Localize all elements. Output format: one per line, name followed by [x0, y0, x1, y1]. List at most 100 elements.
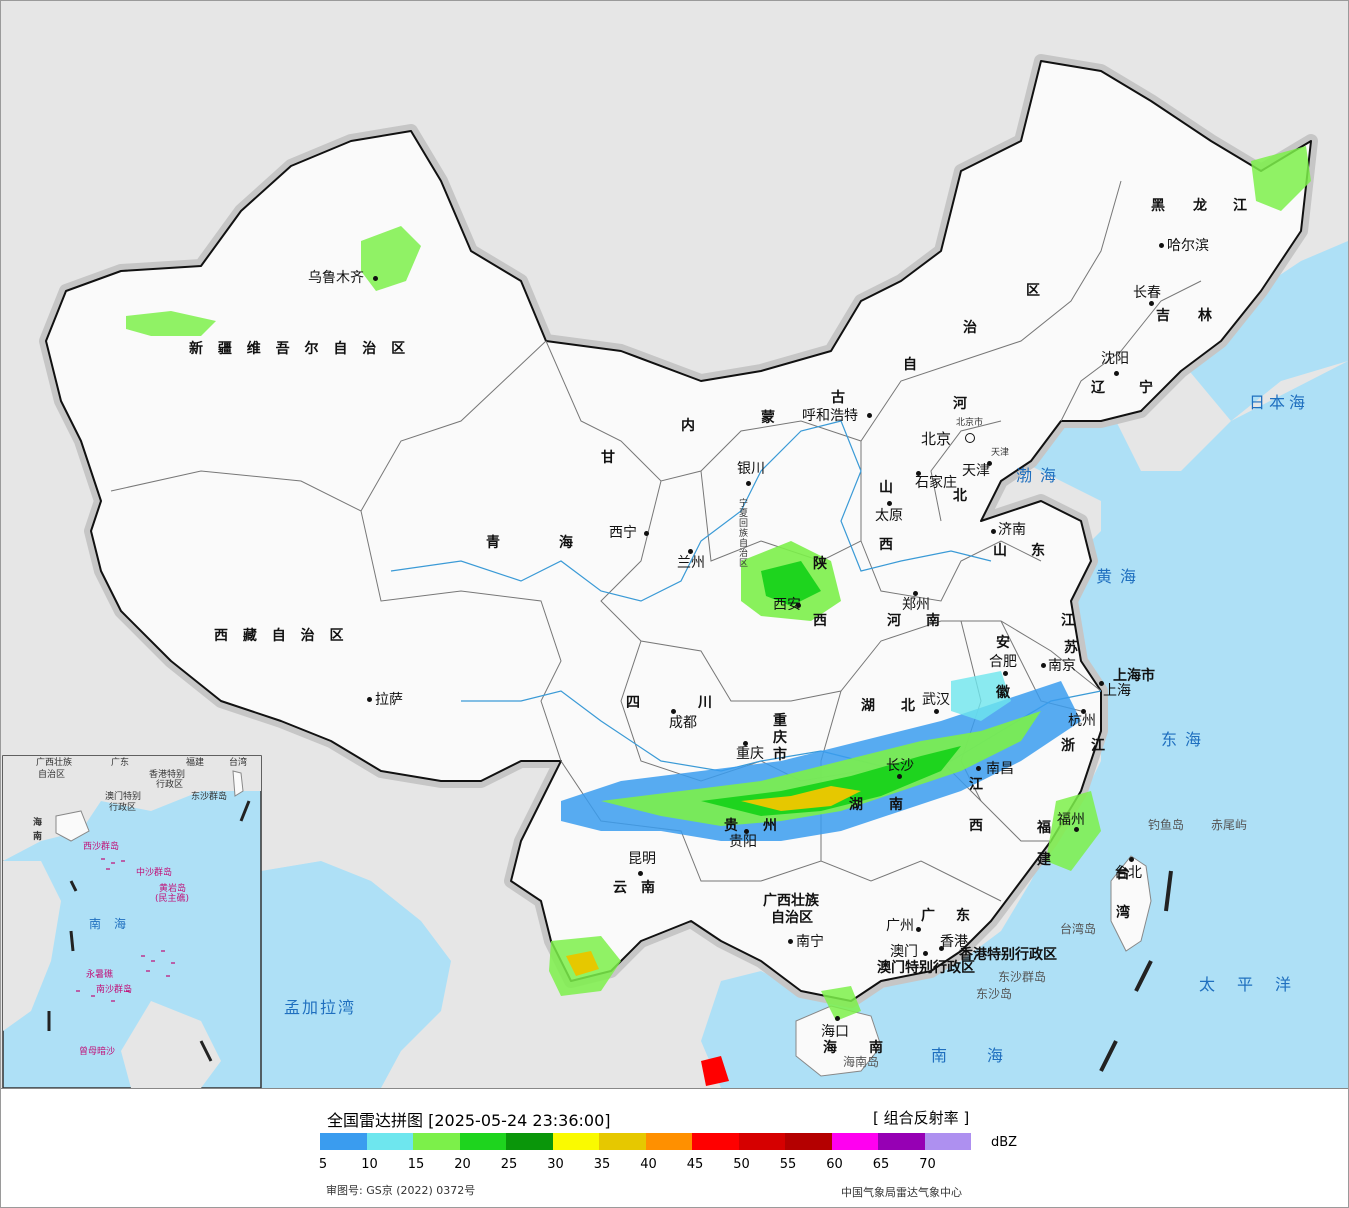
region-heilongjiang-b: 龙: [1193, 198, 1212, 214]
region-heilongjiang-c: 江: [1233, 198, 1252, 214]
region-neimeng-a: 内: [681, 418, 700, 434]
city-dot: [796, 603, 801, 608]
city-dot: [367, 697, 372, 702]
scale-tick-label: 25: [500, 1157, 518, 1172]
city-shanghai: 上海: [1103, 683, 1131, 699]
sea-huanghai: 黄海: [1096, 567, 1145, 586]
scale-swatch-13: [924, 1133, 971, 1150]
region-chongqing: 重庆市: [773, 713, 787, 763]
city-guangzhou: 广州: [886, 918, 914, 934]
city-taibei: 台北: [1114, 865, 1142, 881]
city-dot: [916, 927, 921, 932]
city-dot: [913, 591, 918, 596]
region-jilin-b: 林: [1198, 308, 1217, 324]
city-guiyang: 贵阳: [729, 834, 757, 850]
region-neimeng-e: 治: [963, 320, 982, 336]
inset-xisha: 西沙群岛: [83, 842, 120, 852]
inset-dongsha: 东沙群岛: [191, 792, 228, 802]
city-dot: [1149, 301, 1154, 306]
city-dot: [1129, 857, 1134, 862]
city-dot: [939, 946, 944, 951]
scale-tick-label: 20: [454, 1157, 471, 1172]
city-hangzhou: 杭州: [1068, 713, 1096, 729]
sea-bohai: 渤海: [1016, 466, 1065, 485]
scale-tick-label: 15: [407, 1157, 425, 1172]
region-hongkong: 香港特别行政区: [959, 947, 1057, 963]
region-guizhou-a: 贵: [724, 818, 743, 834]
legend-product: [ 组合反射率 ]: [873, 1109, 970, 1127]
region-neimeng-f: 区: [1026, 283, 1045, 299]
scale-tick-label: 35: [593, 1157, 611, 1172]
city-shijiazhuang: 石家庄: [915, 475, 957, 491]
legend-unit: dBZ: [991, 1135, 1018, 1150]
city-tianjin-small: 天津: [991, 448, 1010, 458]
region-hebei-b: 北: [953, 488, 972, 504]
region-heilongjiang-a: 黑: [1151, 198, 1170, 214]
inset-guangxi-b: 自治区: [38, 770, 66, 780]
scale-swatch-2: [413, 1133, 460, 1150]
region-shandong-b: 东: [1031, 543, 1050, 559]
island-diaoyu: 钓鱼岛: [1148, 818, 1185, 832]
city-dot: [835, 1016, 840, 1021]
city-dot: [746, 481, 751, 486]
scale-swatch-3: [459, 1133, 506, 1150]
region-shandong-a: 山: [993, 543, 1012, 559]
legend-panel: 全国雷达拼图 [2025-05-24 23:36:00] [ 组合反射率 ] 5…: [1, 1088, 1348, 1207]
inset-zhongsha: 中沙群岛: [136, 868, 173, 878]
city-dot: [1081, 709, 1086, 714]
city-dot: [991, 529, 996, 534]
scale-tick-label: 70: [919, 1157, 936, 1172]
inset-huangyan-b: (民主礁): [155, 894, 190, 904]
region-liaoning-b: 宁: [1139, 380, 1158, 396]
city-dot: [1003, 671, 1008, 676]
radar-echoes: [126, 146, 1311, 1086]
region-jiangxi-b: 西: [969, 818, 988, 834]
city-lanzhou: 兰州: [677, 555, 705, 571]
scale-swatch-9: [738, 1133, 785, 1150]
region-hunan-a: 湖: [849, 797, 868, 813]
color-scale: [320, 1133, 971, 1150]
region-gansu: 甘: [601, 450, 620, 466]
inset-nanhai-a: 南: [89, 917, 106, 931]
city-beijing: 北京: [921, 430, 952, 448]
scale-swatch-10: [785, 1133, 832, 1150]
scale-tick-label: 40: [640, 1157, 657, 1172]
region-shanxi-b: 西: [879, 537, 898, 553]
region-macau: 澳门特别行政区: [877, 960, 975, 976]
capital-marker-icon: [965, 433, 975, 443]
city-xian: 西安: [773, 597, 801, 613]
city-dot: [671, 709, 676, 714]
region-taiwan-b: 湾: [1116, 905, 1135, 921]
legend-title: 全国雷达拼图 [2025-05-24 23:36:00]: [327, 1111, 611, 1130]
city-wuhan: 武汉: [922, 692, 950, 708]
region-shanxi-a: 山: [879, 480, 898, 496]
region-zhejiang-b: 江: [1091, 738, 1110, 754]
inset-fujian: 福建: [186, 758, 205, 768]
sea-taiping: 太平洋: [1199, 975, 1314, 994]
city-dot: [916, 471, 921, 476]
scale-tick-label: 55: [779, 1157, 797, 1172]
scale-swatch-12: [878, 1133, 925, 1150]
city-chongqing: 重庆: [736, 746, 764, 762]
city-zhengzhou: 郑州: [902, 597, 930, 613]
city-dot: [934, 709, 939, 714]
inset-nanhai-b: 海: [114, 917, 131, 931]
taiwan-island: [1110, 855, 1152, 952]
island-taiwan: 台湾岛: [1060, 922, 1097, 936]
region-yunnan-a: 云: [613, 880, 632, 896]
inset-macau-b: 行政区: [109, 803, 137, 813]
bay-of-bengal: [261, 861, 451, 1088]
region-anhui-b: 徽: [996, 685, 1015, 701]
city-haikou: 海口: [821, 1024, 849, 1040]
scale-tick-label: 65: [872, 1157, 890, 1172]
city-shenyang: 沈阳: [1101, 351, 1129, 367]
scale-swatch-0: [320, 1133, 367, 1150]
sea-nanhai: 南海: [931, 1046, 1044, 1065]
inset-taiwan: 台湾: [229, 758, 248, 768]
city-macau: 澳门: [890, 944, 918, 960]
island-dongsha-group: 东沙群岛: [998, 970, 1047, 984]
city-hongkong: 香港: [940, 934, 968, 950]
map-canvas: [1, 1, 1348, 1088]
city-dot: [373, 276, 378, 281]
region-shaanxi-a: 陕: [813, 556, 832, 572]
